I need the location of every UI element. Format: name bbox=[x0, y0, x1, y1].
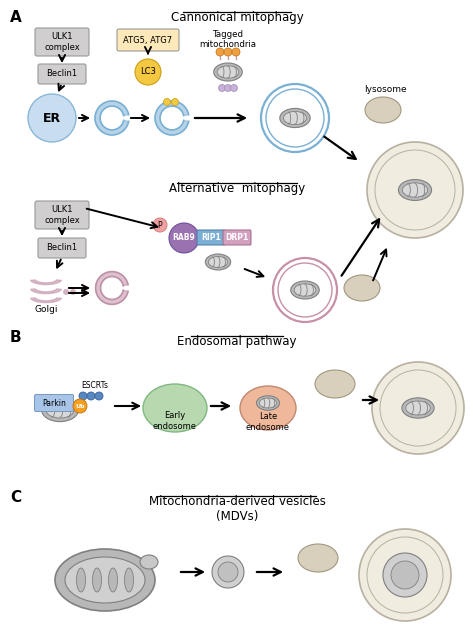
Polygon shape bbox=[30, 298, 62, 303]
Text: ATG5, ATG7: ATG5, ATG7 bbox=[123, 35, 173, 44]
Ellipse shape bbox=[140, 555, 158, 569]
Text: RIP1: RIP1 bbox=[201, 233, 221, 242]
Circle shape bbox=[359, 529, 451, 621]
Circle shape bbox=[153, 218, 167, 232]
Ellipse shape bbox=[315, 370, 355, 398]
Ellipse shape bbox=[291, 281, 319, 299]
Ellipse shape bbox=[214, 63, 242, 81]
FancyBboxPatch shape bbox=[38, 238, 86, 258]
Ellipse shape bbox=[298, 544, 338, 572]
Ellipse shape bbox=[92, 568, 101, 592]
Circle shape bbox=[172, 99, 179, 106]
Ellipse shape bbox=[294, 284, 316, 296]
Text: ULK1
complex: ULK1 complex bbox=[44, 205, 80, 225]
Polygon shape bbox=[30, 280, 62, 285]
Circle shape bbox=[219, 85, 226, 92]
FancyBboxPatch shape bbox=[35, 28, 89, 56]
Text: Late
endosome: Late endosome bbox=[246, 412, 290, 431]
FancyBboxPatch shape bbox=[197, 230, 225, 245]
Ellipse shape bbox=[209, 256, 228, 267]
Text: RAB9: RAB9 bbox=[173, 233, 195, 242]
Ellipse shape bbox=[402, 398, 434, 418]
Polygon shape bbox=[155, 101, 189, 135]
FancyBboxPatch shape bbox=[35, 394, 73, 412]
Text: ULK1
complex: ULK1 complex bbox=[44, 32, 80, 52]
Circle shape bbox=[391, 561, 419, 589]
Text: A: A bbox=[10, 10, 22, 25]
Circle shape bbox=[278, 263, 332, 317]
Ellipse shape bbox=[259, 398, 277, 408]
Polygon shape bbox=[95, 101, 128, 135]
Ellipse shape bbox=[406, 401, 430, 415]
Text: ESCRTs: ESCRTs bbox=[82, 381, 109, 390]
FancyBboxPatch shape bbox=[223, 230, 251, 245]
FancyBboxPatch shape bbox=[38, 64, 86, 84]
Text: Mitochondria-derived vesicles
(MDVs): Mitochondria-derived vesicles (MDVs) bbox=[148, 495, 326, 523]
Circle shape bbox=[367, 142, 463, 238]
Text: Cannonical mitophagy: Cannonical mitophagy bbox=[171, 11, 303, 24]
Ellipse shape bbox=[42, 399, 78, 422]
Text: Golgi: Golgi bbox=[34, 306, 58, 315]
Circle shape bbox=[218, 562, 238, 582]
Text: Ub: Ub bbox=[75, 403, 85, 408]
Ellipse shape bbox=[76, 568, 85, 592]
Text: Parkin: Parkin bbox=[42, 399, 66, 408]
Circle shape bbox=[225, 85, 231, 92]
FancyBboxPatch shape bbox=[35, 201, 89, 229]
Ellipse shape bbox=[65, 557, 145, 603]
Circle shape bbox=[169, 223, 199, 253]
Circle shape bbox=[63, 289, 69, 295]
Text: Beclin1: Beclin1 bbox=[46, 244, 78, 253]
Text: Early
endosome: Early endosome bbox=[153, 412, 197, 431]
Circle shape bbox=[28, 94, 76, 142]
Circle shape bbox=[70, 289, 76, 295]
Text: ER: ER bbox=[43, 112, 61, 124]
Text: Beclin1: Beclin1 bbox=[46, 69, 78, 78]
Circle shape bbox=[73, 399, 87, 413]
Text: lysosome: lysosome bbox=[364, 85, 406, 94]
Circle shape bbox=[372, 362, 464, 454]
Circle shape bbox=[87, 392, 95, 400]
Circle shape bbox=[230, 85, 237, 92]
FancyBboxPatch shape bbox=[117, 29, 179, 51]
Text: C: C bbox=[10, 490, 21, 505]
Circle shape bbox=[224, 48, 232, 56]
Circle shape bbox=[135, 59, 161, 85]
Circle shape bbox=[212, 556, 244, 588]
Ellipse shape bbox=[365, 97, 401, 123]
Ellipse shape bbox=[402, 183, 428, 197]
Ellipse shape bbox=[217, 66, 239, 78]
Ellipse shape bbox=[55, 549, 155, 611]
Circle shape bbox=[95, 392, 103, 400]
Ellipse shape bbox=[143, 384, 207, 432]
Text: B: B bbox=[10, 330, 22, 345]
Circle shape bbox=[216, 48, 224, 56]
Circle shape bbox=[164, 99, 171, 106]
Text: Alternative  mitophagy: Alternative mitophagy bbox=[169, 182, 305, 195]
Circle shape bbox=[232, 48, 240, 56]
Ellipse shape bbox=[280, 108, 310, 128]
Text: LC3: LC3 bbox=[140, 67, 156, 76]
Ellipse shape bbox=[46, 402, 74, 418]
Text: Tagged
mitochondria: Tagged mitochondria bbox=[200, 30, 256, 49]
Polygon shape bbox=[30, 289, 62, 294]
Text: P: P bbox=[158, 221, 162, 229]
Ellipse shape bbox=[256, 395, 280, 410]
Ellipse shape bbox=[125, 568, 134, 592]
Ellipse shape bbox=[205, 254, 231, 270]
Circle shape bbox=[383, 553, 427, 597]
Text: Endosomal pathway: Endosomal pathway bbox=[177, 335, 297, 348]
Text: DRP1: DRP1 bbox=[225, 233, 249, 242]
Ellipse shape bbox=[399, 179, 431, 201]
Polygon shape bbox=[96, 272, 128, 304]
Circle shape bbox=[266, 89, 324, 147]
Ellipse shape bbox=[109, 568, 118, 592]
Ellipse shape bbox=[344, 275, 380, 301]
Ellipse shape bbox=[240, 386, 296, 430]
Circle shape bbox=[79, 392, 87, 400]
Ellipse shape bbox=[283, 112, 307, 124]
